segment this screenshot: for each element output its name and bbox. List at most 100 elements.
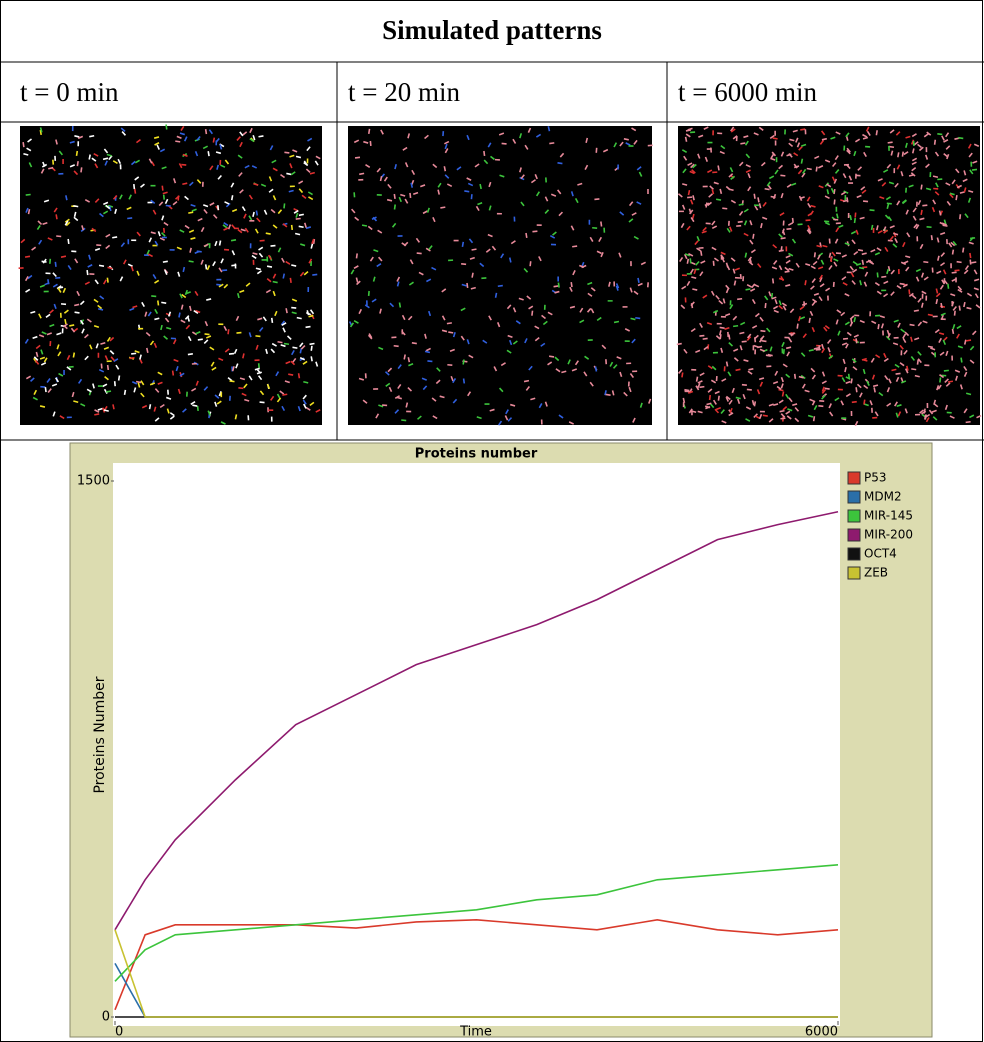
particle — [861, 252, 867, 256]
particle — [394, 164, 397, 170]
particle — [965, 420, 971, 424]
particle — [810, 265, 816, 270]
particle — [84, 355, 89, 361]
particle — [637, 282, 643, 287]
particle — [66, 354, 71, 361]
particle — [74, 135, 80, 138]
particle — [240, 228, 246, 232]
particle — [268, 188, 274, 193]
particle — [520, 174, 525, 180]
particle — [899, 282, 905, 286]
particle — [386, 198, 393, 202]
particle — [759, 335, 765, 341]
particle — [51, 383, 58, 387]
legend-swatch — [847, 547, 861, 561]
particle — [493, 366, 498, 372]
particle — [283, 203, 286, 209]
particle — [113, 358, 119, 363]
particle — [488, 315, 492, 321]
particle — [921, 290, 927, 295]
particle — [892, 232, 899, 236]
particle — [709, 147, 713, 153]
particle — [779, 409, 785, 413]
particle — [93, 324, 100, 329]
particle — [787, 408, 793, 412]
particle — [715, 198, 722, 201]
particle — [230, 182, 235, 188]
particle — [570, 225, 575, 231]
particle — [715, 335, 721, 340]
particle — [461, 262, 467, 266]
particle — [818, 404, 824, 408]
particle — [770, 157, 776, 161]
particle — [905, 135, 911, 139]
particle — [572, 270, 576, 276]
particle — [871, 320, 877, 325]
particle — [292, 346, 298, 349]
particle — [952, 240, 957, 246]
particle — [852, 268, 858, 273]
particle — [756, 389, 761, 395]
particle — [836, 309, 842, 314]
particle — [136, 270, 140, 276]
particle — [845, 343, 849, 349]
particle — [689, 268, 694, 274]
particle — [747, 370, 753, 375]
particle — [527, 127, 532, 133]
particle — [65, 195, 68, 201]
particle — [917, 143, 922, 149]
particle — [900, 377, 904, 383]
particle — [387, 367, 393, 373]
particle — [690, 301, 695, 307]
particle — [721, 420, 727, 424]
particle — [466, 134, 470, 141]
particle — [36, 224, 41, 231]
particle — [268, 176, 273, 182]
particle — [471, 272, 474, 278]
particle — [845, 376, 851, 380]
particle — [812, 298, 818, 303]
particle — [523, 379, 530, 383]
particle — [810, 285, 815, 290]
particle — [188, 305, 192, 311]
particle — [797, 169, 803, 175]
particle — [467, 182, 474, 187]
particle — [238, 386, 244, 390]
particle — [550, 193, 557, 197]
particle — [838, 224, 844, 228]
particle — [618, 252, 622, 258]
particle — [799, 316, 806, 320]
particle — [969, 345, 975, 351]
particle — [933, 403, 939, 408]
particle — [194, 151, 199, 157]
particle — [833, 261, 838, 267]
particle — [811, 326, 816, 333]
particle — [98, 308, 104, 311]
particle — [719, 326, 725, 329]
particle — [780, 237, 786, 240]
particle — [943, 152, 949, 158]
particle — [35, 351, 39, 358]
particle — [703, 346, 709, 351]
particle — [911, 148, 915, 154]
particle — [944, 378, 949, 383]
particle — [27, 209, 31, 215]
particle — [538, 403, 543, 409]
particle — [65, 221, 71, 227]
particle — [635, 316, 641, 320]
y-tick-label: 0 — [102, 1010, 110, 1025]
particle — [636, 166, 642, 171]
particle — [824, 387, 830, 390]
particle — [404, 162, 409, 168]
particle — [139, 354, 142, 360]
particle — [680, 304, 686, 310]
particle — [270, 348, 276, 354]
particle — [139, 358, 143, 364]
particle — [609, 361, 614, 367]
particle — [793, 165, 800, 169]
particle — [688, 252, 694, 257]
particle — [699, 271, 704, 277]
particle — [87, 264, 93, 268]
particle — [233, 348, 238, 355]
particle — [159, 148, 166, 153]
